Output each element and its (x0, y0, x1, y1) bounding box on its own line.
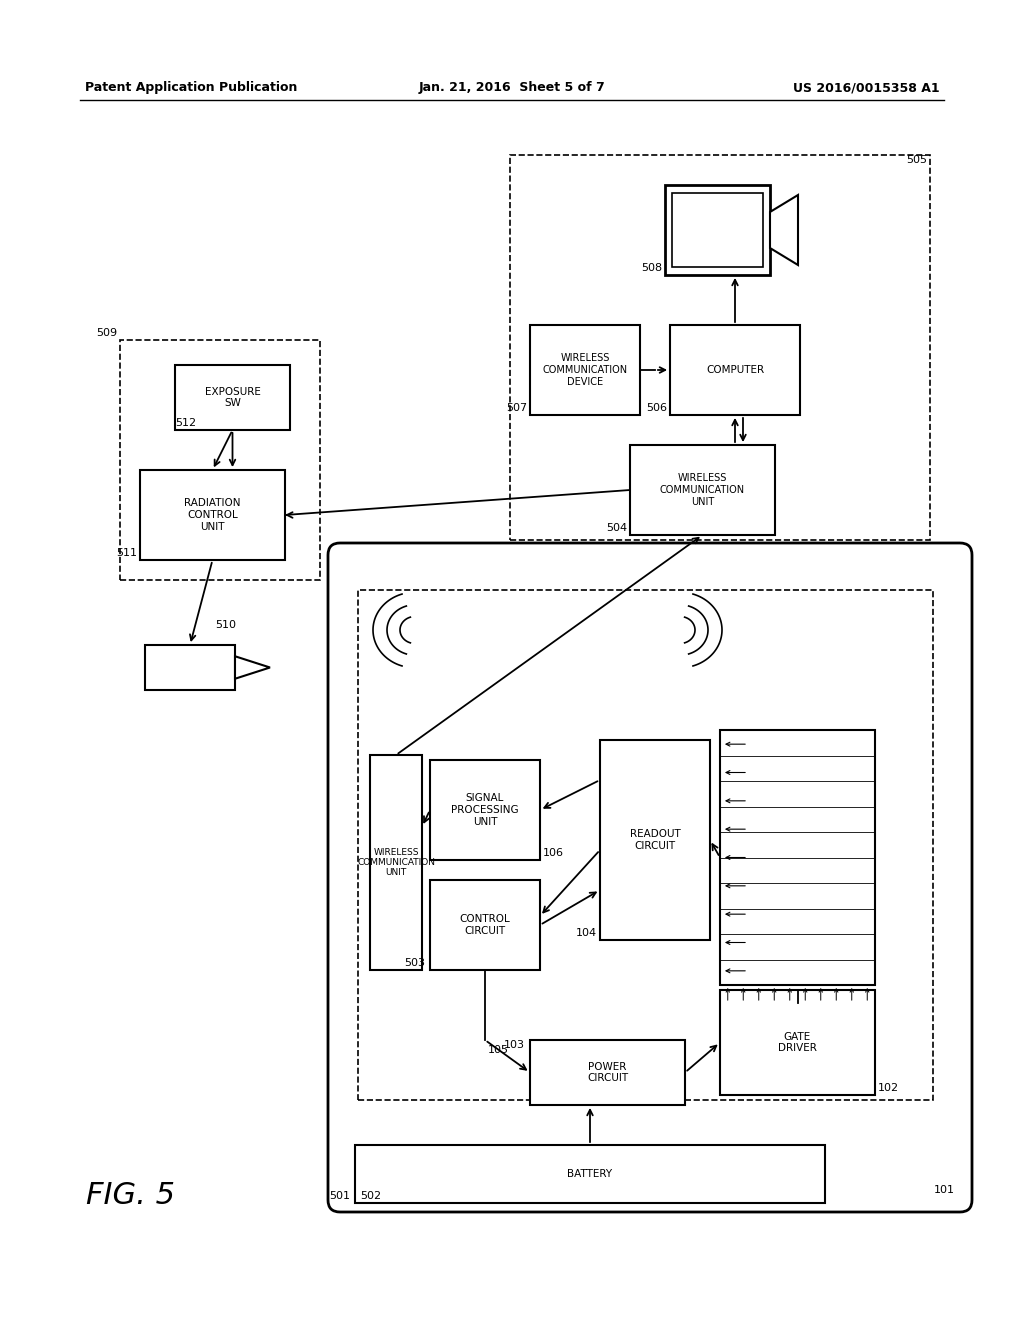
Text: SIGNAL
PROCESSING
UNIT: SIGNAL PROCESSING UNIT (452, 793, 519, 826)
Text: CONTROL
CIRCUIT: CONTROL CIRCUIT (460, 915, 510, 936)
Bar (510, 154, 930, 540)
Text: 101: 101 (934, 1185, 955, 1195)
Bar (530, 325, 640, 414)
Bar (720, 730, 874, 985)
Text: BATTERY: BATTERY (567, 1170, 612, 1179)
Bar (145, 645, 234, 690)
Text: 104: 104 (575, 928, 597, 939)
Bar (630, 445, 775, 535)
Bar (670, 325, 800, 414)
Text: WIRELESS
COMMUNICATION
DEVICE: WIRELESS COMMUNICATION DEVICE (543, 354, 628, 387)
Text: 501: 501 (329, 1191, 350, 1201)
Text: 105: 105 (488, 1045, 509, 1055)
Text: WIRELESS
COMMUNICATION
UNIT: WIRELESS COMMUNICATION UNIT (659, 474, 745, 507)
Text: WIRELESS
COMMUNICATION
UNIT: WIRELESS COMMUNICATION UNIT (357, 847, 435, 878)
Bar (530, 1040, 685, 1105)
Bar (430, 880, 540, 970)
Bar (355, 1144, 825, 1203)
Text: 504: 504 (606, 523, 627, 533)
Text: 508: 508 (641, 263, 662, 273)
Text: 507: 507 (506, 403, 527, 413)
Text: 503: 503 (404, 958, 425, 968)
Text: POWER
CIRCUIT: POWER CIRCUIT (587, 1061, 628, 1084)
Bar (120, 341, 319, 579)
Text: 502: 502 (360, 1191, 381, 1201)
Bar (175, 366, 290, 430)
Text: 106: 106 (543, 847, 564, 858)
Bar (358, 590, 933, 1100)
Bar (665, 185, 770, 275)
Text: 511: 511 (116, 548, 137, 558)
Text: GATE
DRIVER: GATE DRIVER (778, 1032, 817, 1053)
Bar (720, 990, 874, 1096)
Text: FIG. 5: FIG. 5 (85, 1180, 174, 1209)
Text: Jan. 21, 2016  Sheet 5 of 7: Jan. 21, 2016 Sheet 5 of 7 (419, 82, 605, 95)
Text: 102: 102 (878, 1082, 899, 1093)
FancyBboxPatch shape (328, 543, 972, 1212)
Bar (600, 741, 710, 940)
Text: EXPOSURE
SW: EXPOSURE SW (205, 387, 260, 408)
Text: 509: 509 (96, 327, 117, 338)
Bar (370, 755, 422, 970)
Text: RADIATION
CONTROL
UNIT: RADIATION CONTROL UNIT (184, 499, 241, 532)
Text: US 2016/0015358 A1: US 2016/0015358 A1 (794, 82, 940, 95)
Text: Patent Application Publication: Patent Application Publication (85, 82, 297, 95)
Text: 506: 506 (646, 403, 667, 413)
Text: 103: 103 (504, 1040, 525, 1049)
Bar (672, 193, 763, 267)
Text: 505: 505 (906, 154, 927, 165)
Polygon shape (770, 195, 798, 265)
Text: 510: 510 (215, 620, 237, 630)
Bar (430, 760, 540, 861)
Polygon shape (234, 656, 270, 678)
Bar (140, 470, 285, 560)
Text: COMPUTER: COMPUTER (706, 366, 764, 375)
Text: 512: 512 (175, 418, 197, 428)
Text: READOUT
CIRCUIT: READOUT CIRCUIT (630, 829, 680, 851)
